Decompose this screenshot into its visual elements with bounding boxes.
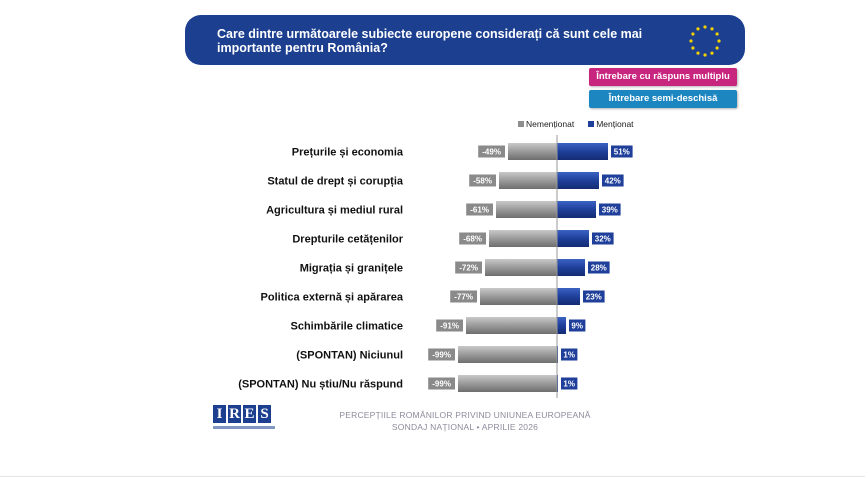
bar-not-mentioned	[458, 375, 557, 392]
label-box-not-mentioned	[469, 174, 496, 187]
logo-letter: R	[228, 405, 241, 423]
logo-letter: E	[243, 405, 256, 423]
category-label: Drepturile cetățenilor	[292, 234, 403, 246]
legend-swatch-not-mentioned	[518, 121, 524, 127]
data-label-not-mentioned: -77%	[454, 293, 473, 302]
footer-text: PERCEPȚIILE ROMÂNILOR PRIVIND UNIUNEA EU…	[320, 409, 610, 433]
label-box-mentioned	[583, 290, 605, 303]
label-box-mentioned	[599, 203, 621, 216]
category-label: (SPONTAN) Niciunul	[296, 350, 403, 362]
label-box-not-mentioned	[459, 232, 486, 245]
data-label-not-mentioned: -68%	[463, 235, 482, 244]
category-label: Schimbările climatice	[291, 321, 404, 333]
data-label-not-mentioned: -58%	[473, 177, 492, 186]
legend-item-not-mentioned: Nemenționat	[518, 119, 574, 129]
data-label-not-mentioned: -91%	[440, 322, 459, 331]
bar-mentioned	[557, 288, 580, 305]
data-label-not-mentioned: -72%	[459, 264, 478, 273]
bar-mentioned	[557, 172, 599, 189]
eu-flag-icon	[689, 25, 721, 57]
data-label-mentioned: 1%	[563, 351, 575, 360]
multiple-answer-tag: Întrebare cu răspuns multiplu	[589, 68, 737, 86]
bar-mentioned	[557, 317, 566, 334]
category-label: Agricultura și mediul rural	[266, 205, 403, 217]
category-label: Prețurile și economia	[292, 147, 404, 159]
title-banner: Care dintre următoarele subiecte europen…	[185, 15, 745, 65]
diverging-bar-chart: Prețurile și economia -49% 51% Statul de dr…	[238, 135, 633, 398]
label-box-not-mentioned	[436, 319, 463, 332]
label-box-mentioned	[561, 377, 578, 390]
bar-not-mentioned	[458, 346, 557, 363]
bar-not-mentioned	[466, 317, 557, 334]
chart-plot-area: Prețurile și economia -49% 51% Statul de dr…	[238, 135, 633, 398]
semi-open-tag: Întrebare semi-deschisă	[589, 90, 737, 108]
label-box-mentioned	[588, 261, 610, 274]
label-box-not-mentioned	[450, 290, 477, 303]
bar-mentioned	[557, 143, 608, 160]
data-label-mentioned: 28%	[591, 264, 607, 273]
label-box-not-mentioned	[428, 348, 455, 361]
chart-legend: Nemenționat Menționat	[518, 119, 634, 129]
legend-item-mentioned: Menționat	[588, 119, 634, 129]
bar-mentioned	[557, 201, 596, 218]
label-box-not-mentioned	[455, 261, 482, 274]
legend-label-not-mentioned: Nemenționat	[526, 119, 575, 129]
data-label-not-mentioned: -61%	[470, 206, 489, 215]
label-box-mentioned	[602, 174, 624, 187]
question-title: Care dintre următoarele subiecte europen…	[217, 27, 643, 55]
category-label: Statul de drept și corupția	[267, 176, 404, 188]
footer-line-1: PERCEPȚIILE ROMÂNILOR PRIVIND UNIUNEA EU…	[339, 410, 591, 420]
data-label-mentioned: 23%	[586, 293, 602, 302]
bar-not-mentioned	[508, 143, 557, 160]
bottom-divider	[0, 476, 865, 477]
data-label-mentioned: 1%	[563, 380, 575, 389]
data-label-not-mentioned: -49%	[482, 148, 501, 157]
data-label-mentioned: 51%	[614, 148, 630, 157]
category-label: Migrația și granițele	[300, 263, 403, 275]
logo-letter: S	[258, 405, 271, 423]
bar-not-mentioned	[485, 259, 557, 276]
logo-subline	[213, 426, 275, 429]
legend-label-mentioned: Menționat	[596, 119, 634, 129]
label-box-mentioned	[569, 319, 586, 332]
data-label-not-mentioned: -99%	[432, 380, 451, 389]
data-label-mentioned: 39%	[602, 206, 618, 215]
bar-not-mentioned	[499, 172, 557, 189]
bar-mentioned	[557, 259, 585, 276]
logo-letter: I	[213, 405, 226, 423]
label-box-not-mentioned	[428, 377, 455, 390]
legend-swatch-mentioned	[588, 121, 595, 127]
data-label-mentioned: 42%	[605, 177, 621, 186]
label-box-mentioned	[592, 232, 614, 245]
data-label-mentioned: 9%	[571, 322, 583, 331]
data-label-mentioned: 32%	[595, 235, 611, 244]
category-label: (SPONTAN) Nu știu/Nu răspund	[238, 379, 403, 391]
label-box-not-mentioned	[478, 145, 505, 158]
label-box-mentioned	[611, 145, 633, 158]
bar-not-mentioned	[489, 230, 557, 247]
bar-mentioned	[557, 230, 589, 247]
footer-line-2: SONDAJ NAȚIONAL • APRILIE 2026	[391, 422, 539, 432]
bar-not-mentioned	[496, 201, 557, 218]
label-box-mentioned	[561, 348, 578, 361]
data-label-not-mentioned: -99%	[432, 351, 451, 360]
label-box-not-mentioned	[466, 203, 493, 216]
category-label: Politica externă și apărarea	[261, 292, 404, 304]
bar-not-mentioned	[480, 288, 557, 305]
